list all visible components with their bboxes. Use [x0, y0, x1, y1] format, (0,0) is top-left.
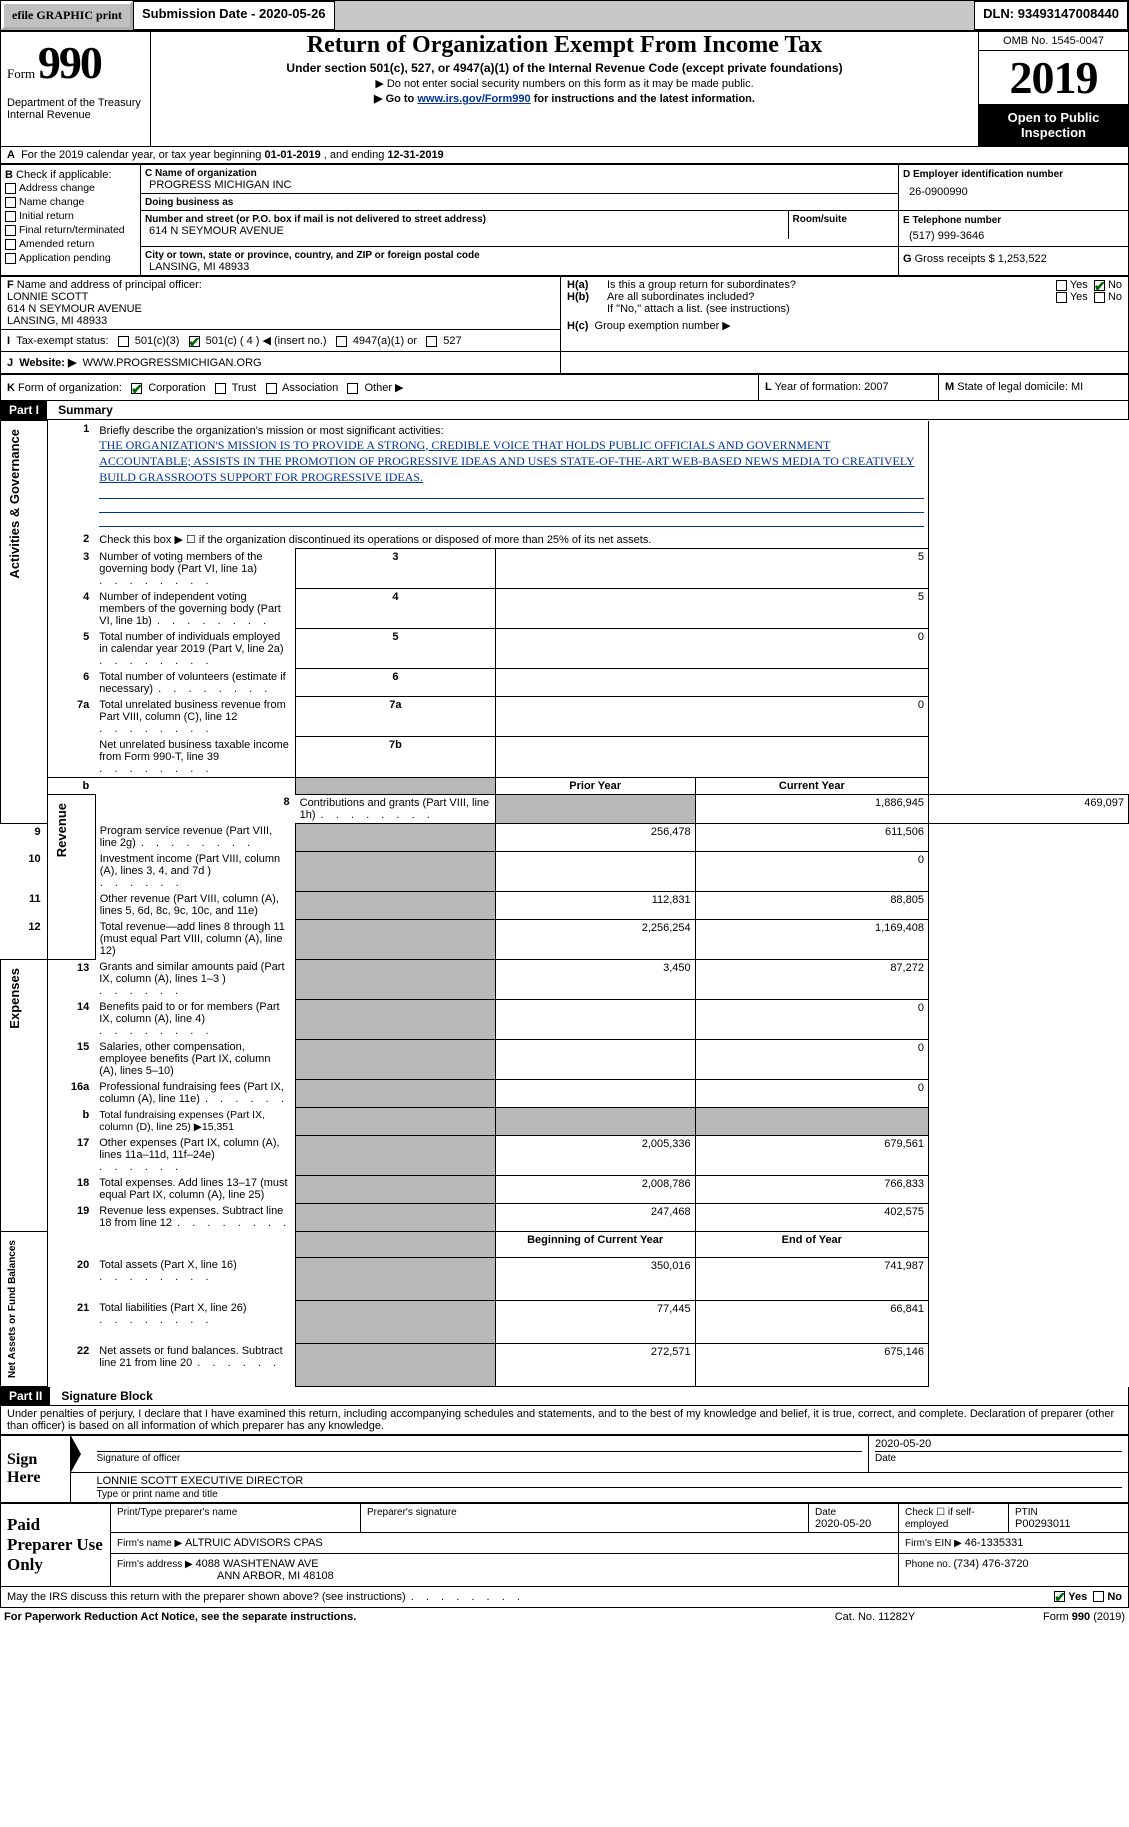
- tax-year: 2019: [979, 51, 1128, 104]
- side-activities: Activities & Governance: [5, 423, 24, 585]
- section-d-ein: D Employer identification number 26-0900…: [899, 165, 1129, 211]
- paid-preparer-label: Paid Preparer Use Only: [1, 1503, 111, 1586]
- line-a-tax-year: A For the 2019 calendar year, or tax yea…: [0, 147, 1129, 164]
- side-expenses: Expenses: [5, 962, 24, 1035]
- form-title: Return of Organization Exempt From Incom…: [151, 32, 978, 59]
- efile-print-button[interactable]: efile GRAPHIC print: [1, 1, 133, 30]
- part2-title: Signature Block: [53, 1389, 152, 1403]
- section-h: H(a) Is this a group return for subordin…: [561, 277, 1129, 318]
- efile-topbar: efile GRAPHIC print Submission Date - 20…: [0, 0, 1129, 31]
- dept-treasury: Department of the Treasury Internal Reve…: [1, 93, 150, 125]
- side-net: Net Assets or Fund Balances: [5, 1234, 20, 1384]
- section-j-website: J Website: ▶ WWW.PROGRESSMICHIGAN.ORG: [1, 352, 561, 374]
- page-footer: For Paperwork Reduction Act Notice, see …: [0, 1608, 1129, 1626]
- section-e-phone: E Telephone number (517) 999-3646: [899, 211, 1129, 247]
- line2: Check this box ▶ ☐ if the organization d…: [95, 531, 928, 549]
- officer-name: LONNIE SCOTT EXECUTIVE DIRECTOR: [97, 1475, 1123, 1488]
- firm-name: ALTRUIC ADVISORS CPAS: [185, 1537, 323, 1549]
- form-number: 990: [38, 37, 101, 88]
- instr-link: ▶ Go to www.irs.gov/Form990 for instruct…: [151, 92, 978, 105]
- signature-arrow-icon: [71, 1436, 81, 1472]
- open-to-public: Open to Public Inspection: [979, 104, 1128, 146]
- form-label: Form: [7, 66, 35, 81]
- omb-number: OMB No. 1545-0047: [979, 32, 1128, 51]
- section-g-gross: G Gross receipts $ 1,253,522: [899, 247, 1129, 276]
- org-name: PROGRESS MICHIGAN INC: [145, 179, 291, 191]
- part2-header: Part II: [1, 1387, 50, 1405]
- discuss-row: May the IRS discuss this return with the…: [0, 1587, 1129, 1608]
- section-k-form-org: K Form of organization: Corporation Trus…: [1, 375, 759, 401]
- section-b-check: B Check if applicable: Address change Na…: [1, 165, 141, 276]
- irs-link[interactable]: www.irs.gov/Form990: [417, 93, 530, 105]
- line1-label: Briefly describe the organization's miss…: [99, 425, 443, 437]
- part1-title: Summary: [50, 403, 113, 417]
- instr-ssn: Do not enter social security numbers on …: [151, 77, 978, 90]
- section-m-state: M State of legal domicile: MI: [939, 375, 1129, 401]
- dln: DLN: 93493147008440: [974, 1, 1128, 30]
- section-l-year: L Year of formation: 2007: [759, 375, 939, 401]
- submission-date: Submission Date - 2020-05-26: [133, 1, 335, 30]
- org-street: 614 N SEYMOUR AVENUE: [145, 225, 284, 237]
- mission-text: THE ORGANIZATION'S MISSION IS TO PROVIDE…: [99, 437, 924, 486]
- form-header: Form 990 Department of the Treasury Inte…: [0, 31, 1129, 147]
- section-f-officer: F Name and address of principal officer:…: [1, 277, 561, 330]
- section-i-tax-status: I Tax-exempt status: 501(c)(3) 501(c) ( …: [1, 330, 561, 352]
- sign-here-label: Sign Here: [1, 1435, 71, 1502]
- form-subtitle: Under section 501(c), 527, or 4947(a)(1)…: [151, 61, 978, 75]
- org-city: LANSING, MI 48933: [145, 261, 249, 273]
- side-revenue: Revenue: [52, 797, 71, 863]
- perjury-declaration: Under penalties of perjury, I declare th…: [0, 1406, 1129, 1435]
- part1-header: Part I: [1, 401, 47, 419]
